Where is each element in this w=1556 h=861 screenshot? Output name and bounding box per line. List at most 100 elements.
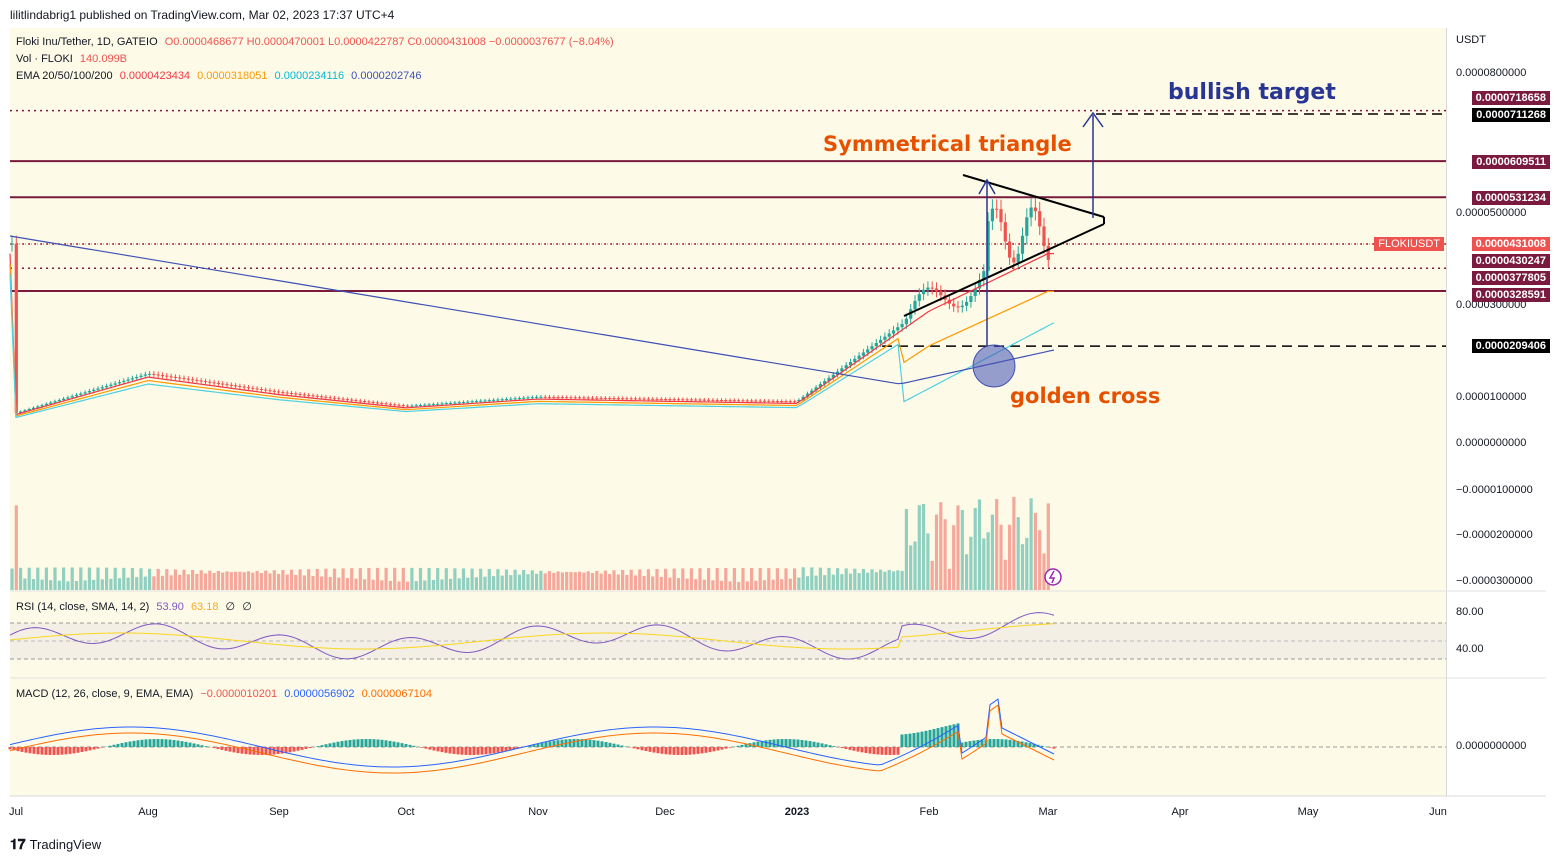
candle-body: [195, 379, 199, 381]
macd-hist-bar: [52, 747, 56, 755]
candle-body: [470, 401, 474, 403]
candle-body: [556, 397, 560, 399]
macd-hist-bar: [408, 744, 412, 747]
volume-bar: [449, 578, 453, 590]
macd-hist-bar: [832, 746, 836, 747]
rsi-tick: 40.00: [1456, 643, 1484, 655]
candle-body: [896, 327, 900, 331]
candle-body: [315, 395, 319, 397]
candle-body: [995, 208, 999, 210]
candle-body: [956, 306, 960, 308]
volume-bar: [969, 536, 973, 590]
price-tick: 0.0000000000: [1456, 437, 1527, 449]
volume-bar: [414, 581, 418, 590]
candle-body: [302, 394, 306, 396]
candle-body: [793, 401, 797, 403]
macd-hist-bar: [512, 747, 516, 750]
candle-body: [259, 389, 263, 391]
macd-hist-bar: [888, 747, 892, 755]
volume-bar: [139, 568, 143, 590]
candle-body: [638, 398, 642, 400]
candle-body: [70, 396, 74, 398]
candle-body: [487, 400, 491, 402]
candle-body: [83, 392, 87, 394]
candle-body: [535, 396, 539, 398]
candle-body: [264, 389, 268, 391]
volume-bar: [836, 568, 840, 590]
chart-area[interactable]: [10, 28, 1446, 796]
volume-label[interactable]: Vol · FLOKI: [16, 53, 73, 65]
volume-bar: [642, 575, 646, 590]
volume-bar: [57, 580, 61, 590]
candle-body: [530, 397, 534, 399]
symmetrical-triangle-annotation: Symmetrical triangle: [823, 132, 1072, 156]
macd-hist-bar: [560, 739, 564, 747]
macd-hist-bar: [364, 739, 368, 747]
volume-bar: [406, 581, 410, 590]
volume-bar: [590, 573, 595, 590]
current-price-tag: 0.0000431008: [1471, 237, 1550, 251]
macd-hist-bar: [924, 730, 928, 747]
ema-100-line: [9, 273, 1055, 419]
macd-hist-bar: [296, 747, 300, 751]
macd-hist-bar: [752, 742, 756, 747]
candle-body: [1016, 253, 1020, 263]
volume-bar: [182, 569, 186, 590]
volume-bar: [100, 579, 104, 590]
event-icon: [1044, 568, 1062, 586]
rsi-legend: RSI (14, close, SMA, 14, 2) 53.90 63.18 …: [16, 600, 256, 613]
candle-body: [289, 393, 294, 395]
macd-hist-bar: [432, 747, 436, 751]
volume-bar: [294, 574, 298, 590]
macd-hist-bar: [988, 739, 992, 747]
macd-hist-bar: [264, 747, 268, 755]
macd-hist-bar: [980, 739, 984, 747]
ema-label[interactable]: EMA 20/50/100/200: [16, 70, 113, 82]
volume-bar: [719, 580, 724, 590]
candle-body: [913, 300, 917, 310]
price-tick: −0.0000200000: [1456, 529, 1533, 541]
macd-hist-bar: [200, 745, 204, 747]
macd-hist-bar: [232, 747, 236, 753]
candle-body: [999, 209, 1003, 223]
rsi-label[interactable]: RSI (14, close, SMA, 14, 2): [16, 601, 150, 613]
volume-bar: [298, 569, 302, 590]
macd-hist-bar: [764, 740, 768, 747]
macd-hist-bar: [672, 747, 676, 755]
volume-bar: [681, 568, 685, 590]
volume-bar: [302, 575, 306, 590]
macd-hist-bar: [256, 747, 260, 755]
volume-bar: [874, 572, 878, 590]
candle-body: [307, 394, 311, 396]
macd-label[interactable]: MACD (12, 26, close, 9, EMA, EMA): [16, 688, 194, 700]
candle-body: [771, 400, 775, 402]
macd-hist-bar: [992, 739, 996, 747]
candle-body: [479, 400, 483, 402]
volume-bar: [36, 567, 40, 590]
volume-bar: [775, 568, 779, 590]
volume-bar: [14, 505, 18, 590]
macd-hist-bar: [300, 747, 304, 750]
macd-legend: MACD (12, 26, close, 9, EMA, EMA) −0.000…: [16, 688, 436, 700]
candle-body: [173, 376, 177, 378]
macd-hist-bar: [840, 747, 844, 749]
macd-hist-bar: [612, 743, 616, 747]
candle-body: [49, 402, 53, 404]
macd-hist-bar: [696, 747, 700, 754]
volume-bar: [728, 581, 732, 590]
time-label: Mar: [1038, 806, 1058, 818]
footer-brand[interactable]: TradingView: [29, 837, 102, 852]
candle-body: [775, 400, 779, 402]
volume-bar: [762, 580, 767, 590]
candle-body: [186, 378, 190, 380]
candle-body: [397, 404, 401, 406]
symbol-title[interactable]: Floki Inu/Tether, 1D, GATEIO: [16, 36, 158, 48]
triangle-lower-line: [903, 223, 1105, 317]
macd-hist-bar: [100, 747, 104, 748]
candle-body: [560, 397, 564, 399]
macd-hist-bar: [240, 747, 244, 754]
rsi-tick: 80.00: [1456, 606, 1484, 618]
tradingview-logo-icon[interactable]: 𝟏𝟕: [10, 836, 26, 852]
macd-hist-bar: [908, 733, 912, 747]
